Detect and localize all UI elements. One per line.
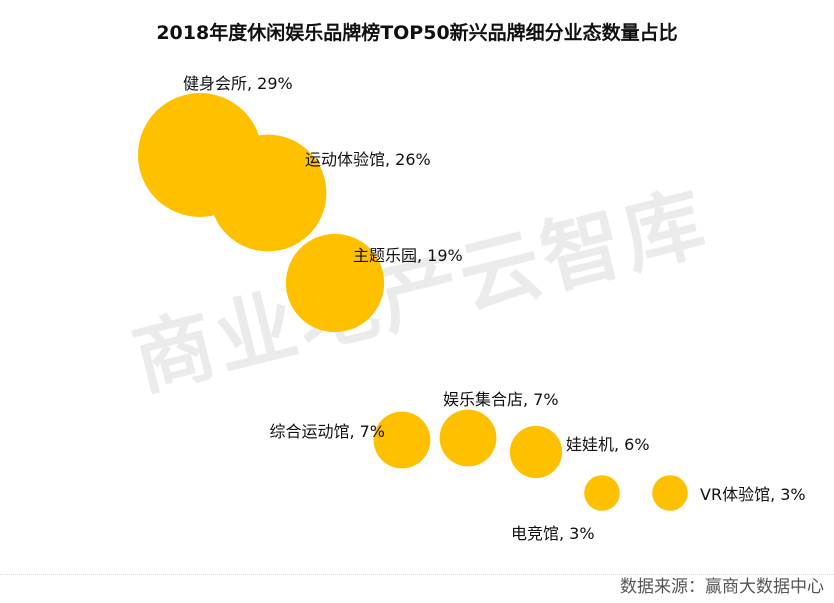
bubble-2 — [285, 233, 385, 333]
data-label: 娃娃机, 6% — [566, 435, 650, 454]
bubble-6 — [584, 475, 620, 511]
data-label: 主题乐园, 19% — [353, 246, 463, 265]
bubble-4 — [439, 409, 497, 467]
bubble-3 — [373, 411, 431, 469]
bubble-5 — [509, 425, 563, 479]
bubble-1 — [209, 134, 327, 252]
data-label: 运动体验馆, 26% — [305, 150, 431, 169]
data-label: VR体验馆, 3% — [700, 485, 806, 504]
chart-title: 2018年度休闲娱乐品牌榜TOP50新兴品牌细分业态数量占比 — [156, 22, 678, 44]
data-label: 健身会所, 29% — [183, 74, 293, 93]
bubble-7 — [652, 475, 688, 511]
data-label: 综合运动馆, 7% — [269, 422, 385, 441]
source-note: 数据来源：赢商大数据中心 — [620, 577, 824, 597]
data-label: 娱乐集合店, 7% — [443, 390, 559, 409]
data-label: 电竞馆, 3% — [511, 524, 595, 543]
divider — [0, 574, 834, 575]
